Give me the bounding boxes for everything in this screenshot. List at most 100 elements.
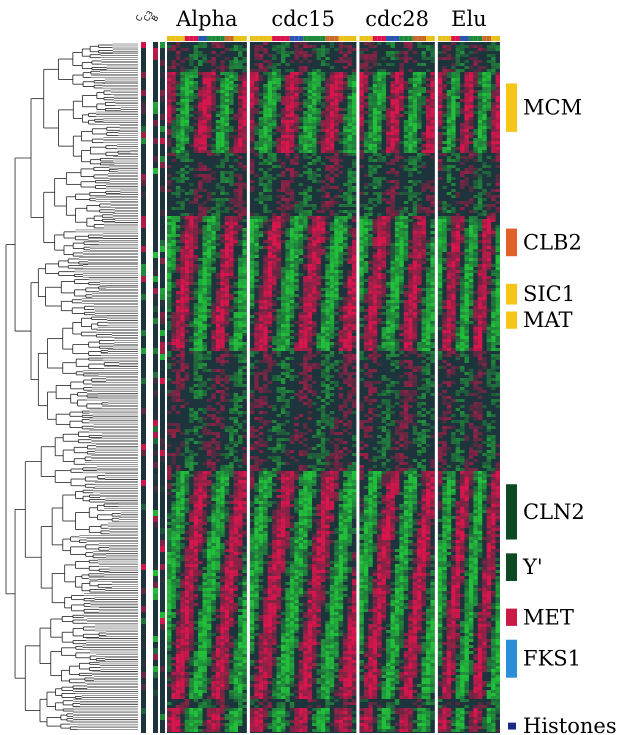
- heatmap-cell: [220, 204, 225, 207]
- heatmap-cell: [258, 93, 264, 96]
- heatmap-cell: [495, 99, 500, 102]
- heatmap-cell: [307, 93, 313, 96]
- heatmap-cell: [267, 99, 273, 102]
- heatmap-cell: [224, 96, 230, 99]
- heatmap-cell: [272, 165, 277, 168]
- heatmap-cell: [276, 189, 281, 192]
- heatmap-cell: [399, 102, 404, 105]
- heatmap-cell: [464, 81, 469, 84]
- heatmap-cell: [381, 117, 387, 120]
- heatmap-cell: [495, 123, 500, 126]
- heatmap-cell: [412, 129, 418, 132]
- heatmap-cell: [334, 162, 339, 165]
- heatmap-cell: [347, 132, 352, 135]
- heatmap-cell: [202, 72, 207, 75]
- heatmap-cell: [390, 168, 395, 171]
- heatmap-cell: [417, 234, 422, 237]
- heatmap-cell: [249, 180, 255, 183]
- heatmap-cell: [289, 228, 295, 231]
- heatmap-cell: [276, 228, 281, 231]
- heatmap-cell: [206, 252, 212, 255]
- heatmap-cell: [451, 120, 456, 123]
- heatmap-cell: [473, 207, 478, 210]
- heatmap-cell: [468, 240, 474, 243]
- heatmap-cell: [446, 69, 452, 72]
- heatmap-cell: [482, 258, 487, 261]
- heatmap-cell: [312, 96, 317, 99]
- heatmap-cell: [372, 219, 378, 222]
- heatmap-cell: [249, 114, 255, 117]
- heatmap-cell: [390, 96, 395, 99]
- heatmap-cell: [482, 108, 487, 111]
- heatmap-cell: [351, 138, 357, 141]
- heatmap-cell: [477, 75, 483, 78]
- heatmap-cell: [363, 237, 369, 240]
- heatmap-cell: [184, 213, 190, 216]
- heatmap-cell: [276, 222, 281, 225]
- heatmap-cell: [408, 42, 413, 45]
- heatmap-cell: [202, 225, 207, 228]
- heatmap-cell: [347, 78, 352, 81]
- heatmap-cell: [254, 93, 259, 96]
- heatmap-cell: [377, 72, 382, 75]
- heatmap-cell: [451, 90, 456, 93]
- reference-cell: [141, 138, 146, 144]
- reference-cell: [153, 450, 158, 456]
- heatmap-cell: [491, 249, 496, 252]
- heatmap-cell: [202, 99, 207, 102]
- heatmap-cell: [180, 90, 185, 93]
- heatmap-cell: [316, 72, 321, 75]
- heatmap-cell: [455, 54, 461, 57]
- heatmap-cell: [412, 78, 418, 81]
- heatmap-cell: [442, 240, 447, 243]
- reference-cell: [153, 648, 158, 654]
- heatmap-cell: [417, 78, 422, 81]
- heatmap-cell: [289, 87, 295, 90]
- heatmap-cell: [303, 204, 308, 207]
- heatmap-cell: [285, 255, 290, 258]
- heatmap-cell: [381, 81, 387, 84]
- heatmap-cell: [202, 210, 207, 213]
- heatmap-cell: [368, 168, 373, 171]
- heatmap-cell: [325, 141, 330, 144]
- heatmap-cell: [294, 102, 299, 105]
- heatmap-cell: [180, 213, 185, 216]
- heatmap-cell: [446, 45, 452, 48]
- heatmap-cell: [193, 93, 199, 96]
- heatmap-cell: [468, 219, 474, 222]
- heatmap-cell: [303, 246, 308, 249]
- heatmap-cell: [193, 189, 199, 192]
- heatmap-cell: [412, 168, 418, 171]
- heatmap-cell: [329, 141, 335, 144]
- heatmap-cell: [167, 102, 172, 105]
- heatmap-cell: [377, 42, 382, 45]
- reference-cell: [160, 378, 165, 384]
- heatmap-cell: [249, 159, 255, 162]
- heatmap-cell: [229, 63, 234, 66]
- heatmap-cell: [238, 216, 243, 219]
- reference-cell: [141, 132, 146, 138]
- heatmap-cell: [294, 108, 299, 111]
- heatmap-cell: [193, 141, 199, 144]
- heatmap-cell: [412, 96, 418, 99]
- heatmap-cell: [307, 204, 313, 207]
- heatmap-cell: [486, 243, 492, 246]
- heatmap-cell: [372, 111, 378, 114]
- heatmap-cell: [377, 84, 382, 87]
- heatmap-cell: [238, 99, 243, 102]
- heatmap-cell: [351, 123, 357, 126]
- heatmap-cell: [329, 234, 335, 237]
- heatmap-cell: [215, 237, 221, 240]
- heatmap-cell: [338, 231, 344, 234]
- heatmap-cell: [303, 225, 308, 228]
- heatmap-cell: [495, 234, 500, 237]
- heatmap-cell: [403, 243, 409, 246]
- heatmap-cell: [437, 87, 443, 90]
- heatmap-cell: [372, 120, 378, 123]
- heatmap-cell: [455, 138, 461, 141]
- heatmap-cell: [316, 99, 321, 102]
- heatmap-cell: [220, 258, 225, 261]
- heatmap-cell: [338, 246, 344, 249]
- heatmap-cell: [455, 234, 461, 237]
- heatmap-cell: [412, 192, 418, 195]
